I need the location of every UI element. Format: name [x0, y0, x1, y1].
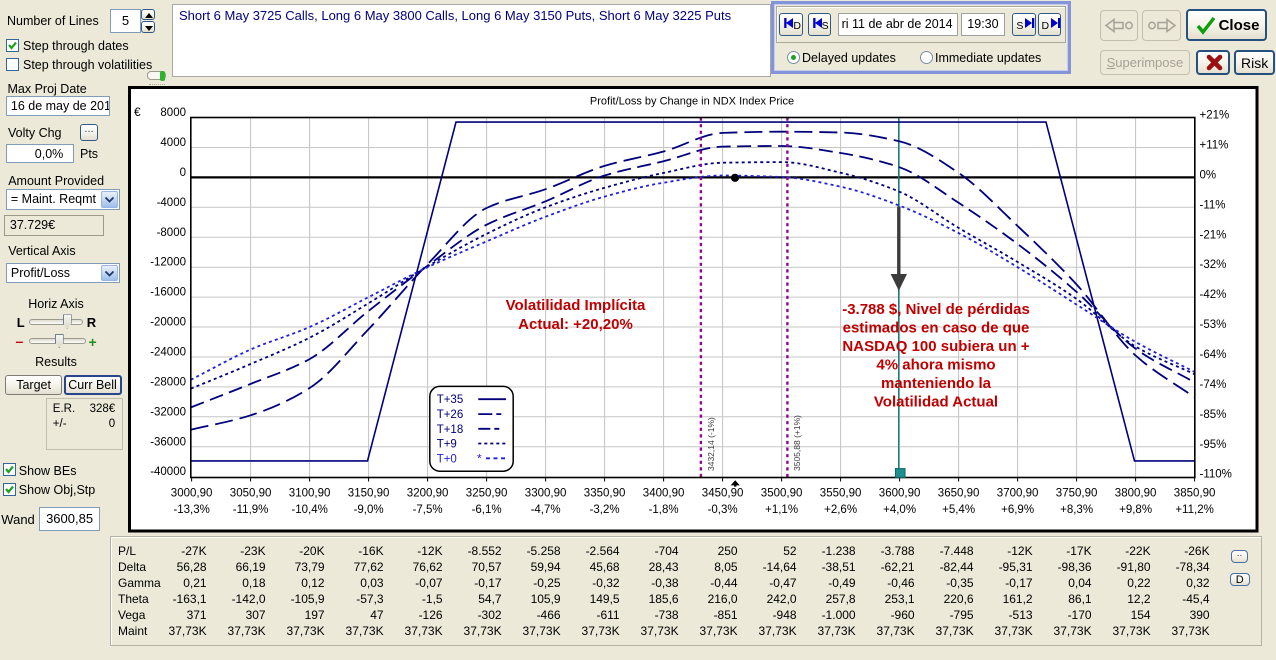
svg-text:3450,90: 3450,90 — [702, 488, 744, 500]
svg-text:-24000: -24000 — [150, 347, 186, 359]
svg-text:-11%: -11% — [1200, 199, 1226, 211]
svg-text:3650,90: 3650,90 — [938, 488, 980, 500]
svg-text:3550,90: 3550,90 — [820, 488, 862, 500]
svg-text:8000: 8000 — [160, 107, 186, 119]
svg-text:-3.788 $, Nivel de pérdidas: -3.788 $, Nivel de pérdidas — [842, 301, 1030, 318]
svg-text:3150,90: 3150,90 — [348, 488, 390, 500]
svg-text:T+26: T+26 — [437, 409, 464, 421]
svg-text:-4000: -4000 — [157, 197, 186, 209]
svg-text:0%: 0% — [1200, 169, 1217, 181]
svg-text:-11,9%: -11,9% — [233, 504, 269, 516]
svg-text:3700,90: 3700,90 — [997, 488, 1039, 500]
svg-text:-3,2%: -3,2% — [590, 504, 620, 516]
svg-text:+9,8%: +9,8% — [1119, 504, 1152, 516]
svg-text:3250,90: 3250,90 — [466, 488, 508, 500]
svg-text:T+0: T+0 — [437, 453, 457, 465]
svg-text:-74%: -74% — [1200, 379, 1227, 391]
svg-text:3000,90: 3000,90 — [171, 488, 213, 500]
svg-text:3100,90: 3100,90 — [289, 488, 331, 500]
svg-text:T+9: T+9 — [437, 439, 457, 451]
svg-text:Volatilidad Implícita: Volatilidad Implícita — [506, 297, 646, 314]
svg-text:-16000: -16000 — [150, 287, 186, 299]
svg-text:-20000: -20000 — [150, 317, 186, 329]
svg-text:+4,0%: +4,0% — [883, 504, 916, 516]
svg-text:0: 0 — [180, 167, 186, 179]
svg-text:-4,7%: -4,7% — [531, 504, 561, 516]
svg-text:+1,1%: +1,1% — [765, 504, 798, 516]
svg-text:+11,2%: +11,2% — [1175, 504, 1213, 516]
svg-text:3505,88 (+1%): 3505,88 (+1%) — [792, 415, 802, 471]
svg-text:-1,8%: -1,8% — [649, 504, 679, 516]
svg-text:Profit/Loss by Change in NDX I: Profit/Loss by Change in NDX Index Price — [590, 96, 794, 108]
svg-text:NASDAQ 100 subiera un +: NASDAQ 100 subiera un + — [842, 338, 1029, 355]
svg-text:3500,90: 3500,90 — [761, 488, 803, 500]
svg-text:-21%: -21% — [1200, 229, 1227, 241]
svg-text:-32%: -32% — [1200, 259, 1227, 271]
svg-text:4000: 4000 — [160, 137, 186, 149]
svg-text:3750,90: 3750,90 — [1056, 488, 1098, 500]
svg-text:3400,90: 3400,90 — [643, 488, 685, 500]
svg-text:3600,90: 3600,90 — [879, 488, 921, 500]
svg-text:T+18: T+18 — [437, 424, 464, 436]
svg-text:estimados en caso de que: estimados en caso de que — [843, 320, 1030, 337]
svg-text:-42%: -42% — [1200, 289, 1227, 301]
svg-text:3800,90: 3800,90 — [1115, 488, 1157, 500]
svg-text:3850,90: 3850,90 — [1174, 488, 1216, 500]
svg-text:-64%: -64% — [1200, 349, 1227, 361]
svg-text:-8000: -8000 — [157, 227, 186, 239]
svg-text:-95%: -95% — [1200, 439, 1227, 451]
svg-text:T+35: T+35 — [437, 394, 464, 406]
svg-text:3050,90: 3050,90 — [230, 488, 272, 500]
svg-text:-53%: -53% — [1200, 319, 1227, 331]
svg-text:3200,90: 3200,90 — [407, 488, 449, 500]
svg-text:-36000: -36000 — [150, 436, 186, 448]
svg-text:-85%: -85% — [1200, 409, 1227, 421]
svg-text:+8,3%: +8,3% — [1060, 504, 1093, 516]
svg-text:Volatilidad Actual: Volatilidad Actual — [874, 394, 998, 411]
svg-text:+5,4%: +5,4% — [942, 504, 975, 516]
svg-text:3350,90: 3350,90 — [584, 488, 626, 500]
svg-text:-7,5%: -7,5% — [413, 504, 443, 516]
svg-text:+21%: +21% — [1200, 110, 1230, 122]
svg-text:-13,3%: -13,3% — [173, 504, 209, 516]
svg-text:3432,14 (-1%): 3432,14 (-1%) — [706, 417, 716, 471]
svg-text:-28000: -28000 — [150, 376, 186, 388]
svg-text:-40000: -40000 — [150, 466, 186, 478]
svg-text:manteniendo la: manteniendo la — [881, 375, 992, 392]
svg-text:-6,1%: -6,1% — [472, 504, 502, 516]
svg-text:*: * — [477, 451, 482, 465]
svg-text:+11%: +11% — [1200, 140, 1229, 152]
svg-text:-12000: -12000 — [150, 257, 186, 269]
svg-text:3300,90: 3300,90 — [525, 488, 567, 500]
svg-text:+2,6%: +2,6% — [824, 504, 857, 516]
svg-text:-10,4%: -10,4% — [291, 504, 327, 516]
svg-text:-9,0%: -9,0% — [354, 504, 384, 516]
svg-text:Actual: +20,20%: Actual: +20,20% — [518, 316, 633, 333]
svg-text:-110%: -110% — [1200, 469, 1232, 481]
svg-text:-32000: -32000 — [150, 406, 186, 418]
svg-text:4% ahora mismo: 4% ahora mismo — [876, 357, 995, 374]
svg-text:-0,3%: -0,3% — [708, 504, 738, 516]
svg-text:€: € — [134, 105, 141, 119]
svg-text:+6,9%: +6,9% — [1001, 504, 1034, 516]
